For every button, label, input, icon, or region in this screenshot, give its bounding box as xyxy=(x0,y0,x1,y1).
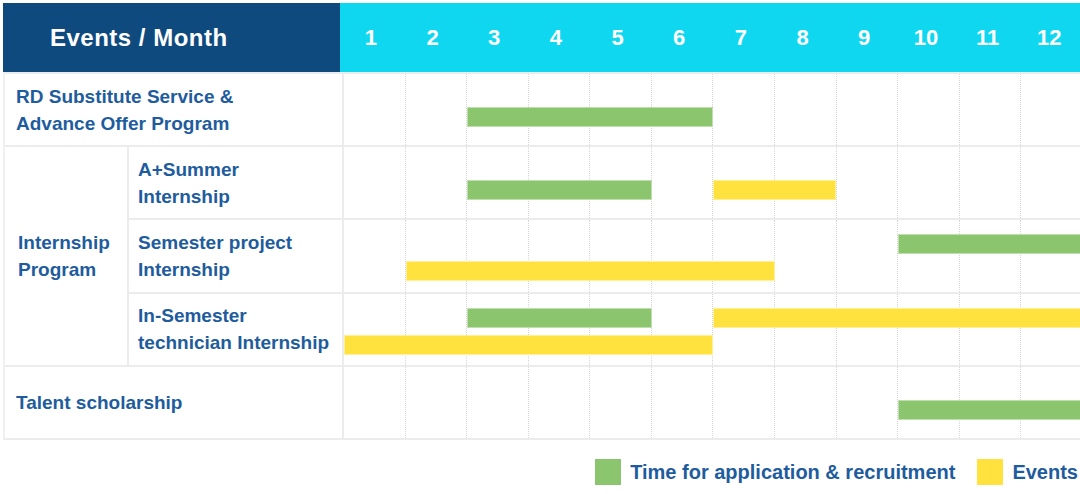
month-cell xyxy=(529,367,591,438)
month-cell xyxy=(898,294,960,365)
month-cell xyxy=(837,147,899,218)
table-header-row: Events / Month 123456789101112 xyxy=(3,3,1080,72)
month-cell xyxy=(960,147,1022,218)
gantt-track xyxy=(342,72,1080,145)
gantt-track xyxy=(342,145,1080,218)
month-header-1: 1 xyxy=(340,3,402,72)
month-cell xyxy=(344,367,406,438)
month-cell xyxy=(837,220,899,291)
month-cell xyxy=(775,220,837,291)
group-label-line: Program xyxy=(18,256,127,283)
row-label-line: Semester project xyxy=(138,229,342,256)
application-bar xyxy=(467,107,713,127)
month-header-6: 6 xyxy=(648,3,710,72)
month-cell xyxy=(1021,74,1080,145)
application-bar xyxy=(467,308,652,328)
month-header-8: 8 xyxy=(772,3,834,72)
group-label-internship-program: Internship Program xyxy=(5,145,127,365)
schedule-table: Events / Month 123456789101112 RD Substi… xyxy=(3,3,1080,440)
row-label-semester-project-internship: Semester project Internship xyxy=(127,218,342,291)
events-month-header-cell: Events / Month xyxy=(3,3,340,72)
row-label-line: RD Substitute Service & xyxy=(16,83,342,110)
row-label-talent-scholarship: Talent scholarship xyxy=(5,365,342,438)
month-cell xyxy=(344,220,406,291)
month-cell xyxy=(344,74,406,145)
gantt-track xyxy=(342,292,1080,365)
application-legend-swatch xyxy=(595,459,621,485)
month-cell xyxy=(960,74,1022,145)
month-cell xyxy=(837,367,899,438)
application-bar xyxy=(467,180,652,200)
gantt-schedule-chart: Events / Month 123456789101112 RD Substi… xyxy=(0,0,1080,494)
event-bar xyxy=(406,261,775,281)
row-label-line: Internship xyxy=(138,183,342,210)
row-label-line: A+Summer xyxy=(138,156,342,183)
month-cell xyxy=(652,367,714,438)
month-cell xyxy=(590,367,652,438)
month-cell xyxy=(1021,147,1080,218)
legend-label: Events xyxy=(1012,461,1078,484)
month-cell xyxy=(775,74,837,145)
gantt-track xyxy=(342,365,1080,438)
month-header-4: 4 xyxy=(525,3,587,72)
month-cell xyxy=(898,74,960,145)
month-header-5: 5 xyxy=(587,3,649,72)
month-cell xyxy=(898,220,960,291)
month-cell xyxy=(1021,294,1080,365)
month-cell xyxy=(1021,220,1080,291)
month-cell xyxy=(898,147,960,218)
month-header-11: 11 xyxy=(957,3,1019,72)
event-bar xyxy=(713,180,836,200)
month-gridlines xyxy=(344,147,1080,218)
month-cell xyxy=(775,367,837,438)
month-header-7: 7 xyxy=(710,3,772,72)
event-bar xyxy=(344,335,713,355)
month-cell xyxy=(344,147,406,218)
month-header-2: 2 xyxy=(402,3,464,72)
month-cell xyxy=(467,367,529,438)
table-body: RD Substitute Service & Advance Offer Pr… xyxy=(3,72,1080,440)
month-cell xyxy=(960,220,1022,291)
month-cell xyxy=(406,367,468,438)
events-legend-swatch xyxy=(977,459,1003,485)
month-header-10: 10 xyxy=(895,3,957,72)
month-cell xyxy=(837,294,899,365)
row-label-in-semester-technician-internship: In-Semester technician Internship xyxy=(127,292,342,365)
row-label-rd-substitute: RD Substitute Service & Advance Offer Pr… xyxy=(5,72,342,145)
month-header-3: 3 xyxy=(463,3,525,72)
legend-label: Time for application & recruitment xyxy=(630,461,955,484)
month-cell xyxy=(713,294,775,365)
month-cell xyxy=(652,147,714,218)
row-label-line: Talent scholarship xyxy=(16,389,342,416)
legend-item-events: Events xyxy=(977,459,1078,485)
legend-item-application: Time for application & recruitment xyxy=(595,459,955,485)
application-bar xyxy=(898,400,1080,420)
month-cell xyxy=(713,367,775,438)
month-header-12: 12 xyxy=(1018,3,1080,72)
row-label-line: technician Internship xyxy=(138,329,342,356)
row-label-a-plus-summer-internship: A+Summer Internship xyxy=(127,145,342,218)
month-cell xyxy=(713,74,775,145)
row-label-line: Advance Offer Program xyxy=(16,110,342,137)
month-cell xyxy=(960,294,1022,365)
month-cell xyxy=(406,147,468,218)
event-bar xyxy=(713,308,1080,328)
month-cell xyxy=(837,74,899,145)
chart-legend: Time for application & recruitment Event… xyxy=(595,459,1078,485)
month-cell xyxy=(775,294,837,365)
gantt-track xyxy=(342,218,1080,291)
group-label-line: Internship xyxy=(18,229,127,256)
month-header-9: 9 xyxy=(833,3,895,72)
row-label-line: In-Semester xyxy=(138,302,342,329)
row-label-line: Internship xyxy=(138,256,342,283)
month-header-row: 123456789101112 xyxy=(340,3,1080,72)
month-cell xyxy=(406,74,468,145)
application-bar xyxy=(898,234,1080,254)
